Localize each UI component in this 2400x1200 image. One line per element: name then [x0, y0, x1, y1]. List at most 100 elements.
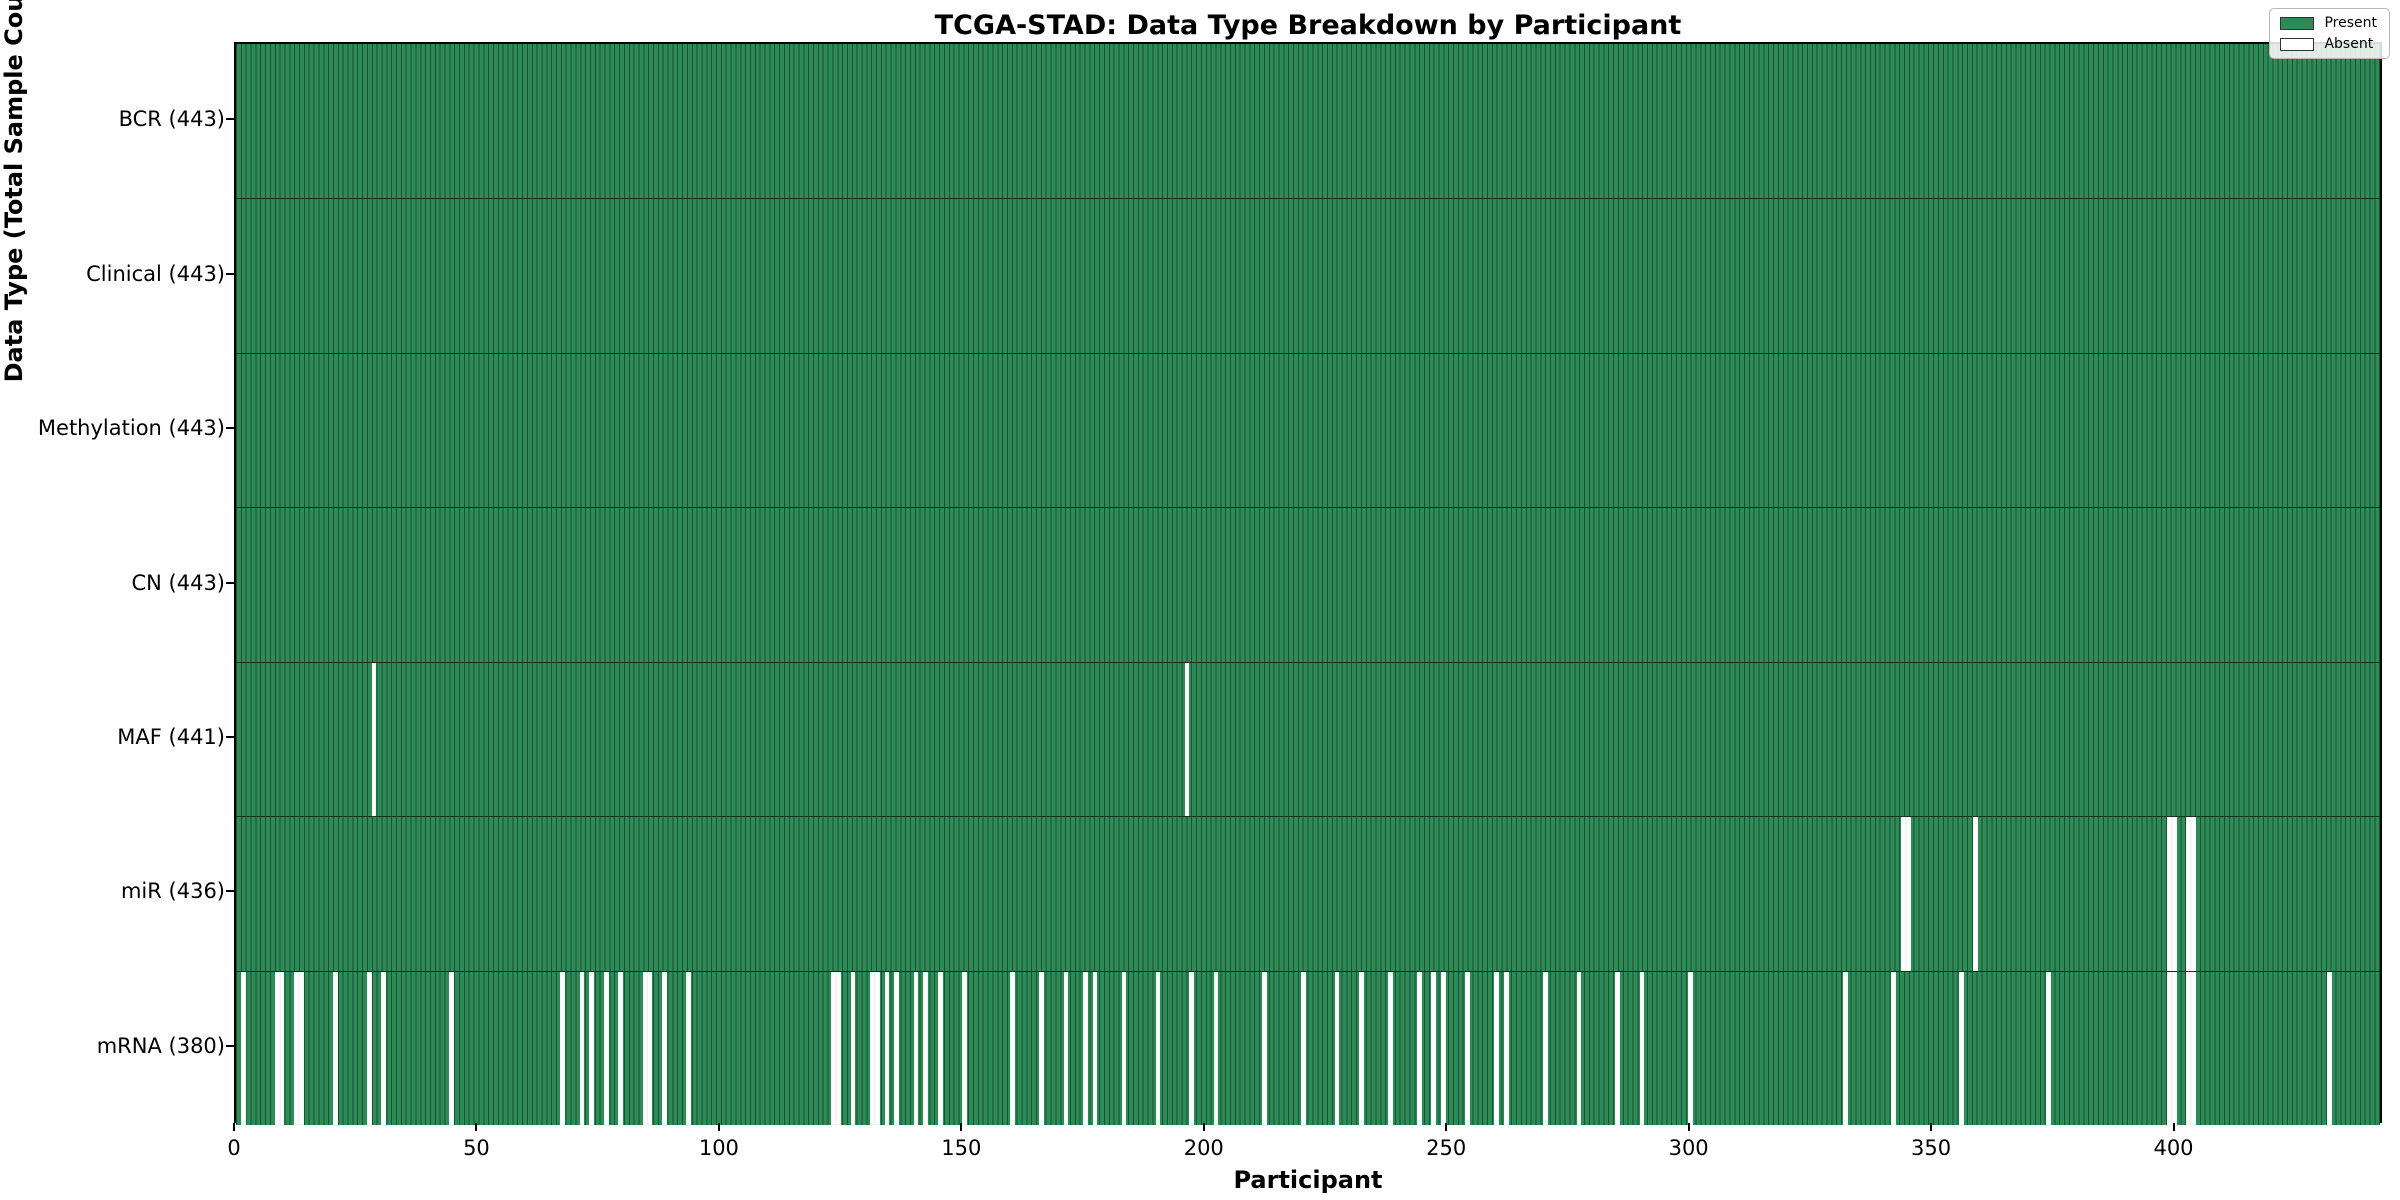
absent-stripe — [589, 971, 595, 1125]
absent-stripe — [603, 971, 609, 1125]
y-tick-label-MAF: MAF (441) — [117, 724, 225, 749]
absent-stripe — [579, 971, 585, 1125]
absent-swatch-icon — [2280, 37, 2315, 51]
absent-stripe — [913, 971, 919, 1125]
absent-stripe — [371, 662, 377, 817]
absent-stripe — [294, 971, 299, 1125]
heatmap-row-Methylation — [236, 352, 2380, 508]
absent-stripe — [381, 971, 387, 1125]
absent-stripe — [2046, 971, 2051, 1125]
absent-stripe — [2171, 817, 2177, 971]
x-tick-label-200: 200 — [1183, 1136, 1224, 1160]
absent-stripe — [2186, 971, 2192, 1125]
absent-stripe — [1958, 971, 1964, 1125]
heatmap-row-BCR — [236, 44, 2380, 199]
absent-stripe — [1155, 971, 1161, 1125]
absent-stripe — [1441, 971, 1446, 1125]
x-axis-title: Participant — [1233, 1166, 1383, 1194]
x-tick-label-150: 150 — [941, 1136, 982, 1160]
absent-stripe — [647, 971, 653, 1125]
y-tick-mark — [226, 1044, 234, 1047]
heatmap-row-MAF — [236, 661, 2380, 817]
absent-stripe — [1687, 971, 1693, 1125]
absent-stripe — [618, 971, 624, 1125]
absent-stripe — [1431, 971, 1437, 1125]
y-tick-label-miR: miR (436) — [120, 879, 225, 904]
x-tick-label-400: 400 — [2153, 1136, 2194, 1160]
absent-stripe — [1900, 817, 1906, 971]
x-tick-label-100: 100 — [698, 1136, 739, 1160]
y-tick-mark — [226, 427, 234, 430]
absent-stripe — [1639, 971, 1645, 1125]
absent-stripe — [298, 971, 304, 1125]
absent-stripe — [1504, 971, 1509, 1125]
absent-stripe — [850, 971, 856, 1125]
absent-stripe — [2191, 817, 2197, 971]
absent-stripe — [560, 971, 566, 1125]
absent-stripe — [1465, 971, 1471, 1125]
absent-stripe — [240, 971, 246, 1125]
absent-stripe — [1542, 971, 1548, 1125]
absent-stripe — [2167, 817, 2172, 971]
x-tick-mark — [717, 1123, 720, 1131]
x-tick-mark — [960, 1123, 963, 1131]
x-tick-label-50: 50 — [463, 1136, 490, 1160]
x-tick-mark — [1930, 1123, 1933, 1131]
absent-stripe — [937, 971, 943, 1125]
absent-stripe — [1842, 971, 1848, 1125]
legend-entry-present: Present — [2280, 16, 2377, 30]
absent-stripe — [874, 971, 880, 1125]
chart-title: TCGA-STAD: Data Type Breakdown by Partic… — [934, 10, 1682, 41]
x-tick-label-350: 350 — [1911, 1136, 1952, 1160]
absent-stripe — [1039, 971, 1045, 1125]
x-tick-label-0: 0 — [227, 1136, 241, 1160]
absent-stripe — [831, 971, 837, 1125]
absent-stripe — [1213, 971, 1219, 1125]
absent-stripe — [836, 971, 841, 1125]
heatmap-plot-area — [234, 42, 2382, 1125]
heatmap-row-mRNA — [236, 970, 2380, 1125]
heatmap-row-Clinical — [236, 198, 2380, 353]
absent-stripe — [1063, 971, 1069, 1125]
absent-stripe — [894, 971, 900, 1125]
absent-stripe — [2326, 971, 2332, 1125]
x-tick-mark — [1202, 1123, 1205, 1131]
x-tick-mark — [1687, 1123, 1690, 1131]
absent-stripe — [1494, 971, 1500, 1125]
y-tick-mark — [226, 581, 234, 584]
y-tick-label-mRNA: mRNA (380) — [96, 1033, 225, 1058]
absent-stripe — [1334, 971, 1340, 1125]
absent-stripe — [1189, 971, 1195, 1125]
x-tick-mark — [2172, 1123, 2175, 1131]
absent-stripe — [2186, 817, 2192, 971]
heatmap-row-CN — [236, 507, 2380, 662]
absent-stripe — [366, 971, 372, 1125]
absent-stripe — [1010, 971, 1016, 1125]
legend: Present Absent — [2269, 8, 2390, 59]
absent-stripe — [1891, 971, 1896, 1125]
absent-stripe — [1615, 971, 1621, 1125]
y-axis-title: Data Type (Total Sample Count) — [0, 0, 28, 383]
absent-stripe — [1092, 971, 1098, 1125]
y-tick-label-CN: CN (443) — [131, 570, 225, 595]
absent-stripe — [1416, 971, 1422, 1125]
absent-stripe — [961, 971, 967, 1125]
y-tick-mark — [226, 890, 234, 893]
absent-stripe — [661, 971, 667, 1125]
absent-stripe — [1973, 817, 1979, 971]
absent-stripe — [686, 971, 691, 1125]
x-tick-mark — [233, 1123, 235, 1131]
absent-stripe — [332, 971, 338, 1125]
absent-stripe — [279, 971, 285, 1125]
absent-stripe — [1300, 971, 1306, 1125]
absent-stripe — [1905, 817, 1911, 971]
absent-stripe — [1082, 971, 1088, 1125]
absent-stripe — [448, 971, 454, 1125]
y-tick-label-Methylation: Methylation (443) — [37, 416, 225, 441]
legend-entry-absent: Absent — [2280, 37, 2377, 51]
x-tick-label-250: 250 — [1426, 1136, 1467, 1160]
y-tick-mark — [226, 735, 234, 738]
legend-label-absent: Absent — [2324, 36, 2374, 52]
x-tick-mark — [475, 1123, 478, 1131]
